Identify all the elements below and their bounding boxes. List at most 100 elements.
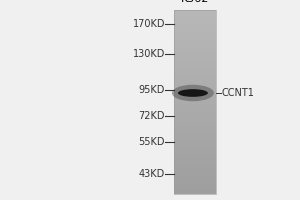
Bar	[174, 20, 216, 21]
Bar	[174, 159, 216, 160]
Bar	[174, 117, 216, 118]
Bar	[174, 106, 216, 108]
Bar	[174, 64, 216, 65]
Bar	[174, 139, 216, 140]
Bar	[174, 88, 216, 89]
Text: K562: K562	[181, 0, 209, 4]
Bar	[174, 142, 216, 143]
Bar	[174, 59, 216, 60]
Bar	[174, 47, 216, 48]
Bar	[174, 25, 216, 27]
Bar	[174, 186, 216, 187]
Bar	[174, 96, 216, 97]
Bar	[174, 162, 216, 163]
Bar	[174, 165, 216, 166]
Bar	[174, 175, 216, 177]
Bar	[174, 136, 216, 137]
Bar	[174, 16, 216, 17]
Bar	[174, 119, 216, 120]
Bar	[174, 105, 216, 107]
Bar	[174, 172, 216, 173]
Bar	[174, 151, 216, 153]
Bar	[174, 189, 216, 190]
Bar	[174, 50, 216, 51]
Bar	[174, 109, 216, 110]
Bar	[174, 17, 216, 18]
Bar	[174, 108, 216, 109]
Bar	[174, 93, 216, 94]
Text: 130KD: 130KD	[133, 49, 165, 59]
Bar	[174, 125, 216, 126]
Bar	[174, 126, 216, 127]
Bar	[174, 31, 216, 32]
Bar	[174, 169, 216, 170]
Bar	[174, 170, 216, 171]
Bar	[174, 40, 216, 41]
Bar	[174, 149, 216, 150]
Bar	[174, 29, 216, 30]
Bar	[174, 128, 216, 130]
Bar	[174, 37, 216, 39]
Bar	[174, 178, 216, 179]
Bar	[174, 21, 216, 22]
Bar	[174, 190, 216, 191]
Bar	[174, 34, 216, 35]
Bar	[174, 122, 216, 123]
Bar	[174, 10, 216, 194]
Bar	[174, 132, 216, 133]
Bar	[174, 12, 216, 13]
Bar	[174, 22, 216, 23]
Bar	[174, 30, 216, 31]
Bar	[174, 32, 216, 33]
Bar	[174, 112, 216, 113]
Bar	[174, 71, 216, 73]
Bar	[174, 145, 216, 146]
Bar	[174, 84, 216, 85]
Bar	[174, 45, 216, 46]
Bar	[174, 43, 216, 44]
Bar	[174, 115, 216, 116]
Bar	[174, 173, 216, 174]
Bar	[174, 55, 216, 56]
Bar	[174, 26, 216, 27]
Bar	[174, 33, 216, 34]
Bar	[174, 131, 216, 132]
Bar	[174, 10, 216, 11]
Bar	[174, 13, 216, 15]
Bar	[174, 187, 216, 188]
Bar	[174, 166, 216, 167]
Bar	[174, 116, 216, 117]
Bar	[174, 128, 216, 129]
Bar	[174, 102, 216, 103]
Bar	[174, 167, 216, 168]
Bar	[174, 91, 216, 92]
Bar	[174, 52, 216, 53]
Bar	[174, 27, 216, 28]
Bar	[174, 135, 216, 136]
Text: 95KD: 95KD	[139, 85, 165, 95]
Bar	[174, 110, 216, 111]
Bar	[174, 160, 216, 161]
Bar	[174, 97, 216, 98]
Bar	[174, 174, 216, 176]
Bar	[174, 69, 216, 70]
Bar	[174, 143, 216, 144]
Bar	[174, 118, 216, 119]
Bar	[174, 114, 216, 115]
Bar	[174, 124, 216, 125]
Bar	[174, 53, 216, 54]
Bar	[174, 155, 216, 156]
Bar	[174, 36, 216, 38]
Bar	[174, 181, 216, 182]
Bar	[174, 94, 216, 95]
Bar	[174, 138, 216, 139]
Bar	[174, 163, 216, 165]
Bar	[174, 144, 216, 145]
Bar	[174, 58, 216, 59]
Bar	[174, 156, 216, 157]
Bar	[174, 65, 216, 66]
Bar	[174, 70, 216, 71]
Bar	[174, 81, 216, 82]
Bar	[174, 51, 216, 52]
Bar	[174, 68, 216, 69]
